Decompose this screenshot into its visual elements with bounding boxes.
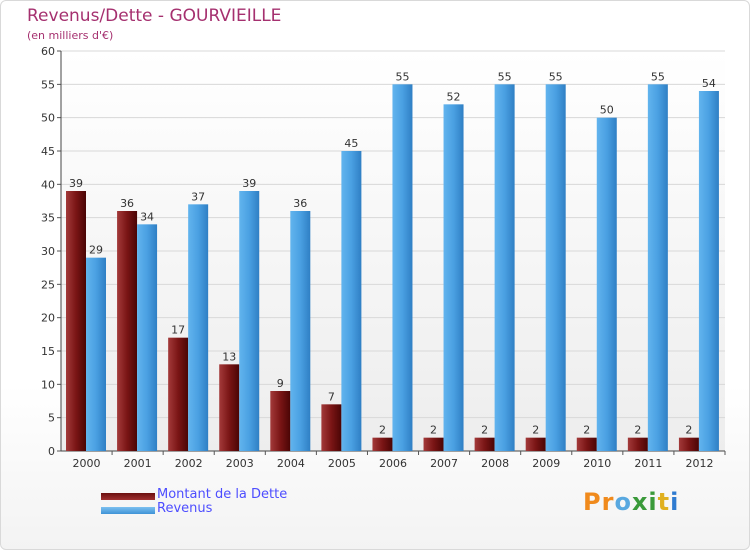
bar-debt	[117, 211, 138, 451]
x-tick-label: 2010	[583, 457, 611, 470]
y-tick-label: 20	[41, 312, 55, 325]
bar-debt	[576, 437, 597, 451]
bar-revenue	[341, 151, 362, 451]
y-tick-label: 0	[48, 445, 55, 458]
y-tick-label: 30	[41, 245, 55, 258]
y-tick-label: 40	[41, 178, 55, 191]
data-label-revenue: 34	[140, 210, 154, 223]
y-tick-label: 45	[41, 145, 55, 158]
logo-letter: x	[631, 488, 649, 516]
x-tick-label: 2012	[685, 457, 713, 470]
legend-label-revenue: Revenus	[157, 501, 213, 516]
data-label-revenue: 50	[600, 104, 614, 117]
bar-revenue	[443, 104, 464, 451]
chart-subtitle: (en milliers d'€)	[27, 29, 114, 42]
y-tick-label: 15	[41, 345, 55, 358]
x-tick-label: 2006	[379, 457, 407, 470]
bar-revenue	[698, 91, 719, 451]
data-label-debt: 2	[685, 424, 692, 437]
y-tick-label: 50	[41, 112, 55, 125]
data-label-revenue: 55	[651, 70, 665, 83]
bar-revenue	[392, 84, 413, 451]
x-tick-label: 2003	[226, 457, 254, 470]
logo-letter: i	[648, 488, 658, 516]
bar-revenue	[494, 84, 515, 451]
bar-debt	[372, 437, 393, 451]
data-label-debt: 2	[583, 424, 590, 437]
bar-revenue	[86, 257, 106, 451]
bar-debt	[168, 337, 189, 451]
proxiti-logo: Proxiti	[583, 488, 679, 516]
bar-revenue	[596, 117, 617, 452]
x-tick-label: 2001	[124, 457, 152, 470]
data-label-revenue: 55	[498, 70, 512, 83]
bar-debt	[678, 437, 699, 451]
bar-revenue	[188, 204, 209, 451]
y-tick-label: 60	[41, 45, 55, 58]
x-tick-label: 2004	[277, 457, 305, 470]
bar-revenue	[137, 224, 158, 451]
data-label-revenue: 29	[89, 244, 103, 257]
data-label-debt: 2	[481, 424, 488, 437]
y-tick-label: 25	[41, 278, 55, 291]
bar-revenue	[647, 84, 668, 451]
data-label-revenue: 39	[242, 177, 256, 190]
chart-title: Revenus/Dette - GOURVIEILLE	[27, 6, 282, 26]
x-tick-label: 2007	[430, 457, 458, 470]
bar-revenue	[239, 191, 260, 451]
x-tick-label: 2009	[532, 457, 560, 470]
y-tick-label: 5	[48, 412, 55, 425]
bar-debt	[219, 364, 240, 451]
bar-debt	[321, 404, 342, 451]
x-tick-label: 2002	[175, 457, 203, 470]
data-label-revenue: 54	[702, 77, 716, 90]
bar-debt	[474, 437, 495, 451]
bar-debt	[270, 391, 291, 451]
logo-letter: i	[670, 488, 680, 516]
x-tick-label: 2011	[634, 457, 662, 470]
y-tick-label: 55	[41, 78, 55, 91]
data-label-debt: 2	[532, 424, 539, 437]
data-label-revenue: 52	[447, 90, 461, 103]
data-label-debt: 7	[328, 390, 335, 403]
data-label-debt: 17	[171, 324, 185, 337]
data-label-revenue: 55	[395, 70, 409, 83]
y-tick-label: 35	[41, 212, 55, 225]
data-label-debt: 36	[120, 197, 134, 210]
data-label-debt: 2	[379, 424, 386, 437]
legend-swatch-revenue	[101, 507, 155, 514]
logo-letter: o	[614, 488, 632, 516]
data-label-debt: 39	[69, 177, 83, 190]
bar-revenue	[545, 84, 566, 451]
bar-debt	[627, 437, 648, 451]
bar-debt	[423, 437, 444, 451]
x-tick-label: 2000	[73, 457, 101, 470]
data-label-debt: 13	[222, 350, 236, 363]
logo-letter: t	[657, 488, 671, 516]
logo-letter: r	[601, 488, 615, 516]
data-label-debt: 2	[634, 424, 641, 437]
data-label-debt: 2	[430, 424, 437, 437]
bar-debt	[66, 191, 86, 451]
y-tick-label: 10	[41, 378, 55, 391]
x-tick-label: 2008	[481, 457, 509, 470]
data-label-revenue: 45	[344, 137, 358, 150]
x-tick-label: 2005	[328, 457, 356, 470]
legend-label-debt: Montant de la Dette	[157, 487, 288, 502]
logo-letter: P	[583, 488, 602, 516]
data-label-revenue: 55	[549, 70, 563, 83]
data-label-debt: 9	[277, 377, 284, 390]
legend-swatch-debt	[101, 493, 155, 500]
bar-revenue	[290, 211, 311, 451]
data-label-revenue: 36	[293, 197, 307, 210]
data-label-revenue: 37	[191, 190, 205, 203]
bar-debt	[525, 437, 546, 451]
